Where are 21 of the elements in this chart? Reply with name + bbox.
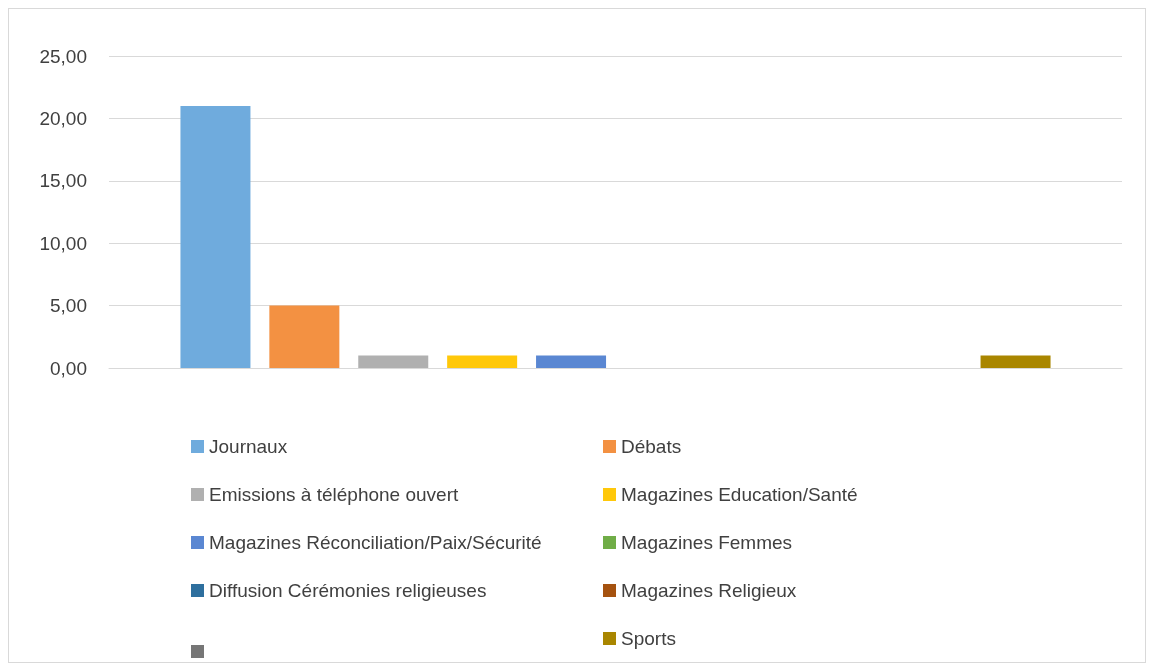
y-tick-label: 25,00 <box>39 45 87 67</box>
y-tick-label: 15,00 <box>39 170 87 192</box>
bar <box>980 355 1051 368</box>
y-tick-label: 10,00 <box>39 232 87 254</box>
bar <box>180 105 251 368</box>
legend-label: Sports <box>621 628 676 649</box>
legend-label: Débats <box>621 436 682 457</box>
legend-label: Magazines Religieux <box>621 580 797 601</box>
legend-label: Journaux <box>209 436 288 457</box>
y-tick-label: 5,00 <box>50 295 87 317</box>
legend-label: Magazines Education/Santé <box>621 484 858 505</box>
legend-label: Emissions à téléphone ouvert <box>209 484 459 505</box>
y-tick-label: 0,00 <box>50 357 87 379</box>
y-tick-label: 20,00 <box>39 107 87 129</box>
bar <box>447 355 518 368</box>
bar <box>536 355 607 368</box>
legend-label: Diffusion Cérémonies religieuses <box>209 580 487 601</box>
legend-label: Magazines Femmes <box>621 532 793 553</box>
bar <box>358 355 429 368</box>
legend-label: Magazines Réconciliation/Paix/Sécurité <box>209 532 542 553</box>
bar <box>269 305 340 368</box>
